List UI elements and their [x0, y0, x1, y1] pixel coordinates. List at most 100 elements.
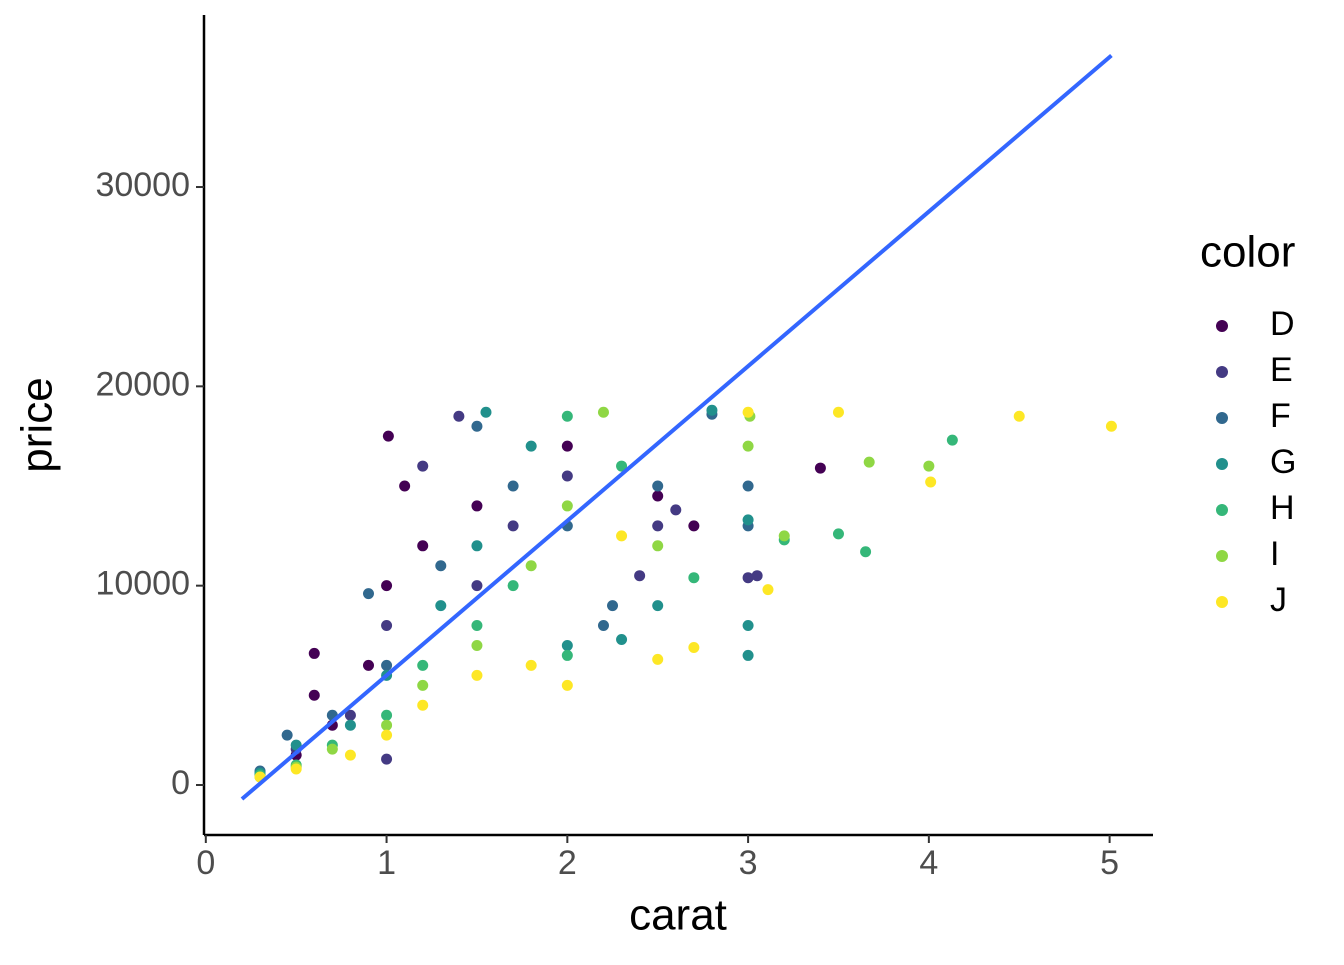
point	[381, 620, 393, 632]
point	[561, 470, 573, 482]
point	[381, 753, 393, 765]
point	[742, 620, 754, 632]
x-tick-label: 5	[1100, 844, 1119, 882]
point	[751, 570, 763, 582]
legend-marker	[1216, 458, 1228, 470]
point	[381, 659, 393, 671]
point	[832, 528, 844, 540]
x-axis-title: carat	[629, 891, 727, 940]
point	[923, 460, 935, 472]
point	[1013, 410, 1025, 422]
point	[762, 584, 774, 596]
point	[832, 406, 844, 418]
point	[417, 460, 429, 472]
point	[607, 600, 619, 612]
legend-marker	[1216, 550, 1228, 562]
point	[525, 659, 537, 671]
legend-marker	[1216, 596, 1228, 608]
point	[381, 729, 393, 741]
y-tick-label: 20000	[95, 365, 190, 403]
legend-label: I	[1270, 535, 1279, 573]
point	[652, 520, 664, 532]
point	[507, 480, 519, 492]
point	[742, 649, 754, 661]
point	[381, 719, 393, 731]
point	[561, 639, 573, 651]
point	[616, 530, 628, 542]
point	[778, 530, 790, 542]
point	[670, 504, 682, 516]
point	[417, 679, 429, 691]
y-tick-label: 30000	[95, 166, 190, 204]
legend-label: F	[1270, 397, 1291, 435]
point	[525, 560, 537, 572]
x-tick-label: 3	[739, 844, 758, 882]
legend-marker	[1216, 320, 1228, 332]
point	[308, 647, 320, 659]
point	[344, 719, 356, 731]
point	[863, 456, 875, 468]
point	[453, 410, 465, 422]
x-tick-label: 4	[919, 844, 938, 882]
x-tick-label: 2	[558, 844, 577, 882]
point	[742, 572, 754, 584]
point	[561, 500, 573, 512]
point	[652, 480, 664, 492]
point	[471, 580, 483, 592]
point	[561, 649, 573, 661]
y-tick-label: 0	[171, 764, 190, 802]
legend-label: H	[1270, 489, 1295, 527]
point	[814, 462, 826, 474]
point	[435, 560, 447, 572]
fit-line	[240, 53, 1113, 801]
point	[597, 406, 609, 418]
y-tick-label: 10000	[95, 565, 190, 603]
point	[326, 743, 338, 755]
point	[652, 600, 664, 612]
point	[507, 580, 519, 592]
point	[742, 514, 754, 526]
point	[634, 570, 646, 582]
point	[381, 580, 393, 592]
point	[399, 480, 411, 492]
point	[308, 689, 320, 701]
point	[344, 709, 356, 721]
point	[435, 600, 447, 612]
point	[471, 639, 483, 651]
y-axis-title: price	[13, 377, 62, 472]
x-tick-label: 0	[196, 844, 215, 882]
point	[344, 749, 356, 761]
point	[381, 709, 393, 721]
point	[946, 434, 958, 446]
point	[480, 406, 492, 418]
point	[1105, 420, 1117, 432]
point	[281, 729, 293, 741]
point	[616, 460, 628, 472]
point	[525, 440, 537, 452]
point	[382, 430, 394, 442]
point	[688, 641, 700, 653]
point	[471, 620, 483, 632]
point	[471, 500, 483, 512]
legend-marker	[1216, 366, 1228, 378]
point	[742, 406, 754, 418]
point	[507, 520, 519, 532]
x-tick-label: 1	[377, 844, 396, 882]
point	[860, 546, 872, 558]
point	[417, 699, 429, 711]
point	[362, 588, 374, 600]
point	[652, 653, 664, 665]
point	[616, 633, 628, 645]
point	[362, 659, 374, 671]
legend-label: E	[1270, 351, 1293, 389]
legend-marker	[1216, 504, 1228, 516]
point	[688, 572, 700, 584]
point	[561, 679, 573, 691]
point	[471, 540, 483, 552]
point	[561, 410, 573, 422]
legend-label: D	[1270, 305, 1295, 343]
point	[652, 490, 664, 502]
legend-marker	[1216, 412, 1228, 424]
